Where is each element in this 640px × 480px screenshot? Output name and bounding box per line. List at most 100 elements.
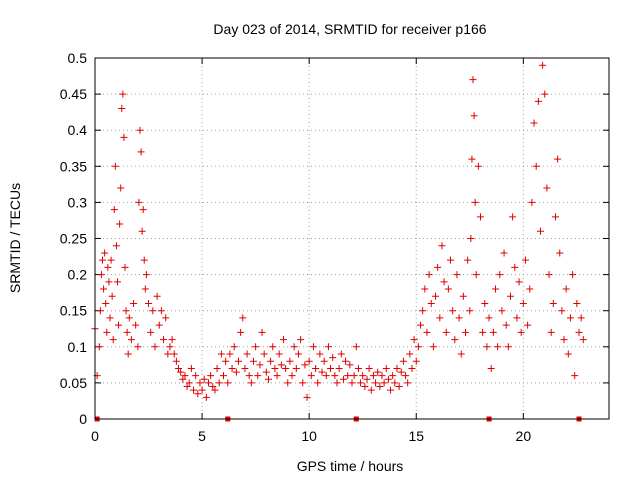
y-tick-label: 0.4 xyxy=(68,122,88,138)
data-point xyxy=(558,307,566,315)
data-point xyxy=(314,379,322,387)
data-point xyxy=(249,357,257,365)
data-point xyxy=(275,350,283,358)
data-point xyxy=(301,361,309,369)
data-point xyxy=(348,379,356,387)
data-point xyxy=(547,328,555,336)
data-point xyxy=(157,307,165,315)
data-point xyxy=(442,328,450,336)
data-point xyxy=(436,314,444,322)
data-point xyxy=(196,379,204,387)
data-point xyxy=(410,336,418,344)
data-point xyxy=(96,307,104,315)
data-point xyxy=(109,336,117,344)
data-point xyxy=(271,364,279,372)
data-point xyxy=(438,242,446,250)
data-point xyxy=(554,155,562,163)
data-point xyxy=(530,119,538,127)
data-point xyxy=(541,90,549,98)
data-point xyxy=(117,184,125,192)
data-point xyxy=(98,256,106,264)
data-point xyxy=(404,379,412,387)
data-point xyxy=(105,278,113,286)
data-point xyxy=(363,375,371,383)
data-point xyxy=(166,343,174,351)
data-point xyxy=(483,343,491,351)
data-point xyxy=(489,328,497,336)
y-tick-label: 0.5 xyxy=(68,50,88,66)
data-point xyxy=(111,162,119,170)
data-point xyxy=(524,321,532,329)
data-point xyxy=(474,162,482,170)
data-point xyxy=(447,256,455,264)
data-point xyxy=(577,314,585,322)
data-point xyxy=(532,162,540,170)
data-point xyxy=(455,314,463,322)
data-point xyxy=(425,271,433,279)
data-point xyxy=(277,361,285,369)
data-point xyxy=(402,372,410,380)
data-point xyxy=(155,321,163,329)
data-point xyxy=(172,357,180,365)
data-point xyxy=(384,375,392,383)
data-point xyxy=(262,368,270,376)
data-point xyxy=(449,307,457,315)
data-point xyxy=(468,155,476,163)
axis-ticks: 0 0.05 0.1 0.15 0.2 0.25 0.3 0.35 0.4 0.45 0.5 0 5 10… xyxy=(60,50,609,444)
data-point xyxy=(387,386,395,394)
data-point xyxy=(136,126,144,134)
data-point xyxy=(118,105,126,113)
data-point xyxy=(273,372,281,380)
data-point xyxy=(175,364,183,372)
data-point xyxy=(211,386,219,394)
data-point xyxy=(198,386,206,394)
y-tick-label: 0.1 xyxy=(68,339,88,355)
data-point xyxy=(102,299,110,307)
data-point xyxy=(282,364,290,372)
data-point xyxy=(539,61,547,69)
data-point xyxy=(254,372,262,380)
data-point xyxy=(130,299,138,307)
data-point xyxy=(299,379,307,387)
data-point xyxy=(121,263,129,271)
data-point xyxy=(256,361,264,369)
data-point xyxy=(101,249,109,257)
data-point xyxy=(464,256,472,264)
data-point xyxy=(97,271,105,279)
data-point xyxy=(434,263,442,271)
data-point xyxy=(517,328,525,336)
data-point xyxy=(485,314,493,322)
data-point xyxy=(506,292,514,300)
x-tick-label: 0 xyxy=(91,428,99,444)
data-point xyxy=(183,383,191,391)
data-point xyxy=(536,227,544,235)
data-point xyxy=(226,350,234,358)
data-point xyxy=(513,314,521,322)
x-axis-label: GPS time / hours xyxy=(297,458,404,474)
data-point xyxy=(192,372,200,380)
data-point xyxy=(179,375,187,383)
data-point xyxy=(521,256,529,264)
data-point xyxy=(406,350,414,358)
data-point xyxy=(234,357,242,365)
data-point xyxy=(292,364,300,372)
data-point xyxy=(487,364,495,372)
data-point xyxy=(466,307,474,315)
data-point xyxy=(316,350,324,358)
data-point xyxy=(453,271,461,279)
data-point xyxy=(142,271,150,279)
data-point xyxy=(237,328,245,336)
data-point xyxy=(162,314,170,322)
data-point xyxy=(417,321,425,329)
data-points xyxy=(91,61,587,401)
data-point xyxy=(103,328,111,336)
data-point xyxy=(509,213,517,221)
data-point xyxy=(147,328,155,336)
x-tick-label: 15 xyxy=(408,428,424,444)
data-point xyxy=(494,343,502,351)
data-point xyxy=(303,393,311,401)
data-point xyxy=(543,184,551,192)
data-point xyxy=(467,235,475,242)
data-point xyxy=(469,76,477,84)
data-point xyxy=(339,375,347,383)
